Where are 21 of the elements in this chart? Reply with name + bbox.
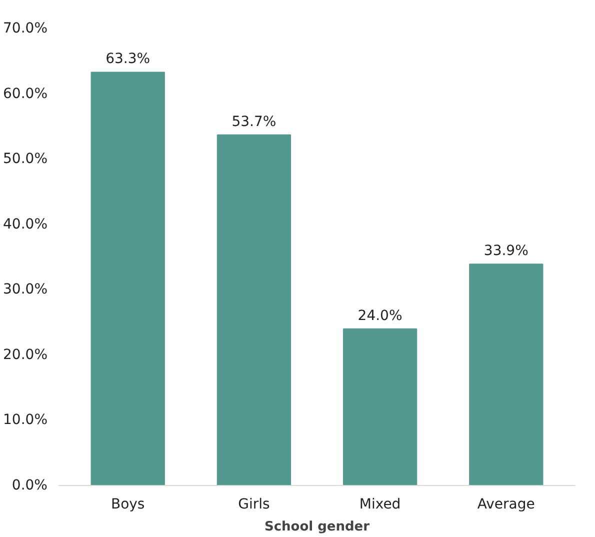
- data-label: 24.0%: [358, 308, 402, 324]
- y-tick-label: 50.0%: [3, 151, 48, 168]
- x-axis-title: School gender: [264, 520, 370, 534]
- bar: [90, 72, 165, 486]
- x-tick-label: Girls: [238, 496, 270, 512]
- y-tick-label: 10.0%: [3, 412, 48, 428]
- data-label: 33.9%: [484, 243, 528, 260]
- x-tick-label: Average: [477, 496, 535, 512]
- x-tick-label: Boys: [110, 496, 145, 512]
- y-tick-label: 20.0%: [3, 346, 48, 363]
- x-tick-label: Mixed: [359, 496, 401, 512]
- y-tick-label: 70.0%: [3, 20, 48, 36]
- bar: [469, 264, 544, 486]
- data-label: 53.7%: [232, 114, 276, 130]
- y-tick-label: 40.0%: [3, 216, 48, 232]
- bar: [216, 134, 292, 486]
- y-tick-label: 30.0%: [3, 282, 48, 298]
- y-tick-label: 60.0%: [3, 86, 48, 102]
- data-label: 63.3%: [106, 51, 150, 68]
- bar: [342, 328, 418, 486]
- y-tick-label: 0.0%: [12, 478, 48, 494]
